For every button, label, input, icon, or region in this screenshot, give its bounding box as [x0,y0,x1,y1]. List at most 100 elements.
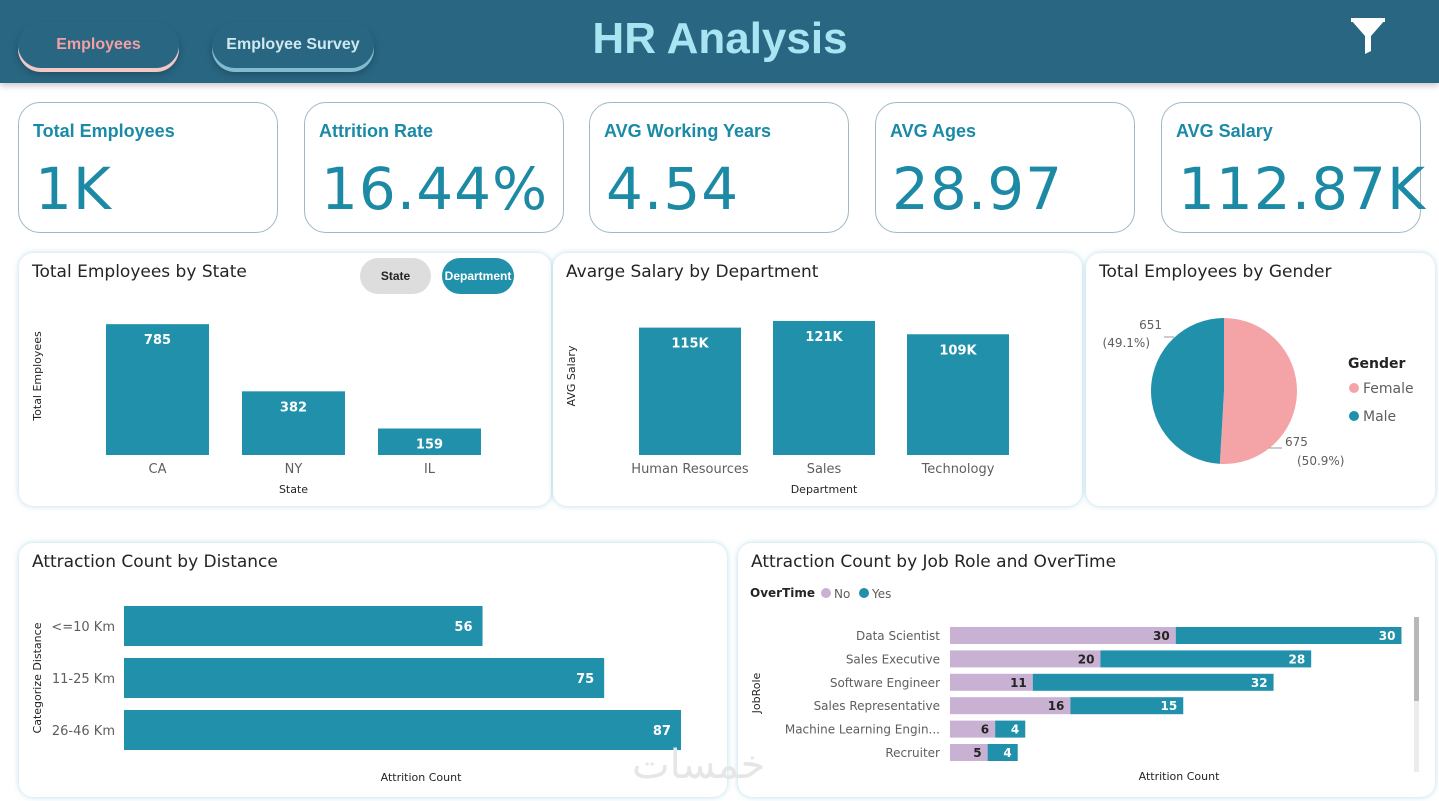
state-toggle-button[interactable]: State [360,258,431,294]
kpi-value: 112.87K [1178,155,1426,223]
data-label: 28 [1288,652,1305,666]
kpi-title: AVG Ages [890,121,977,141]
bar-segment [987,744,1018,761]
x-tick-label: Human Resources [631,462,749,477]
gender-pie-chart[interactable]: 675 (50.9%) 651 (49.1%) Gender Female Male [1086,253,1435,506]
legend-label: Yes [871,587,891,601]
nav-employee-survey-button[interactable]: Employee Survey [212,22,374,68]
chart-title: Total Employees by Gender [1099,262,1332,282]
data-label: 30 [1153,629,1170,643]
distance-bar-chart[interactable]: 56 <=10 Km 75 11-25 Km 87 26-46 Km Attrition C… [19,543,727,797]
bar-segment [1175,627,1402,644]
state-bar-chart[interactable]: 785 CA 382 NY 159 IL State Total Employees [19,253,551,506]
filter-icon[interactable] [1349,16,1387,56]
data-label: 785 [144,333,171,348]
bar [106,324,209,455]
bar-segment [950,697,1071,715]
y-tick-label: 11-25 Km [52,672,115,687]
data-label: 159 [416,438,443,453]
legend-swatch [859,588,869,598]
kpi-value: 4.54 [606,155,740,223]
bar-segment [1032,673,1274,691]
legend-title: OverTime [750,586,815,600]
y-axis-title: AVG Salary [565,345,578,406]
bar [378,428,481,455]
pie-percent-label: (50.9%) [1297,454,1344,468]
page-title: HR Analysis [592,14,848,63]
department-chart-card: Avarge Salary by Department 115K Human Re… [553,253,1082,506]
legend-title: Gender [1348,356,1405,372]
scrollbar-thumb[interactable] [1414,617,1419,701]
x-tick-label: IL [424,462,436,477]
department-toggle-button[interactable]: Department [442,258,514,294]
legend-swatch [1349,383,1359,393]
x-axis-title: State [279,483,308,496]
kpi-avg-ages: AVG Ages 28.97 [875,102,1135,233]
bar [773,320,875,455]
gender-chart-card: Total Employees by Gender 675 (50.9%) 651 (… [1086,253,1435,506]
watermark-logo: خمسات [632,742,766,788]
x-tick-label: Sales [807,462,842,477]
pie-value-label: 651 [1139,318,1162,332]
y-axis-title: Categorize Distance [31,622,44,733]
kpi-value: 16.44% [321,155,549,223]
bar [907,334,1009,455]
legend-label: No [834,587,850,601]
kpi-title: Total Employees [33,121,175,141]
data-label: 121K [805,330,843,345]
y-tick-label: Sales Representative [814,699,940,713]
bar [124,606,483,646]
x-tick-label: NY [285,462,303,477]
kpi-avg-working-years: AVG Working Years 4.54 [589,102,849,233]
bar [639,327,741,455]
bar [242,391,345,455]
x-axis-title: Attrition Count [1139,770,1220,783]
data-label: 20 [1078,652,1095,666]
y-tick-label: <=10 Km [51,620,115,635]
x-axis-title: Department [791,483,858,496]
chart-title: Avarge Salary by Department [566,262,819,282]
data-label: 115K [671,337,709,352]
kpi-title: AVG Working Years [604,121,772,141]
y-tick-label: Recruiter [885,746,940,760]
x-tick-label: CA [149,462,167,477]
kpi-value: 1K [35,155,112,223]
y-tick-label: Machine Learning Engin... [785,723,940,737]
header-bar: Employees Employee Survey HR Analysis [0,0,1439,83]
bar-segment [950,673,1033,691]
y-tick-label: Data Scientist [856,629,940,643]
legend-swatch [821,588,831,598]
data-label: 382 [280,400,307,415]
chart-title: Total Employees by State [32,262,247,282]
legend-label: Male [1363,409,1396,425]
bar-segment [995,720,1026,738]
bar-segment [1070,697,1184,715]
x-axis-title: Attrition Count [381,771,462,784]
data-label: 109K [939,343,977,358]
bar-segment [950,650,1101,668]
salary-bar-chart[interactable]: 115K Human Resources 121K Sales 109K Technolo… [553,253,1082,506]
data-label: 16 [1048,699,1065,713]
pie-value-label: 675 [1285,435,1308,449]
kpi-title: AVG Salary [1176,121,1273,141]
data-label: 5 [973,746,981,760]
legend-label: Female [1363,381,1414,397]
bar [124,710,681,750]
kpi-value: 28.97 [892,155,1064,223]
data-label: 87 [653,724,671,739]
y-axis-title: Total Employees [31,331,44,422]
distance-chart-card: Attraction Count by Distance 56 <=10 Km 75… [19,543,727,797]
data-label: 30 [1379,629,1396,643]
data-label: 32 [1251,676,1268,690]
nav-employees-button[interactable]: Employees [18,22,179,68]
kpi-total-employees: Total Employees 1K [18,102,278,233]
pie-slice [1151,318,1224,464]
data-label: 6 [981,723,989,737]
jobrole-stacked-chart[interactable]: OverTime No Yes 30 30 Data Scientist 20 28 Sales… [738,543,1435,797]
y-tick-label: 26-46 Km [52,724,115,739]
bar-segment [950,720,996,738]
y-tick-label: Software Engineer [830,676,940,690]
jobrole-chart-card: Attraction Count by Job Role and OverTim… [738,543,1435,797]
data-label: 4 [1011,723,1019,737]
kpi-attrition-rate: Attrition Rate 16.44% [304,102,564,233]
